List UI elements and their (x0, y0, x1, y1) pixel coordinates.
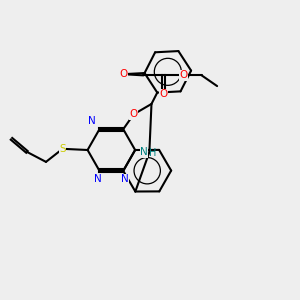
Text: H: H (149, 148, 156, 158)
Text: S: S (59, 144, 66, 154)
Text: N: N (140, 147, 148, 157)
Text: N: N (94, 174, 102, 184)
Text: N: N (121, 174, 129, 184)
Text: O: O (160, 89, 168, 99)
Text: N: N (88, 116, 96, 126)
Text: O: O (180, 70, 188, 80)
Text: O: O (119, 69, 127, 79)
Text: O: O (130, 109, 138, 119)
